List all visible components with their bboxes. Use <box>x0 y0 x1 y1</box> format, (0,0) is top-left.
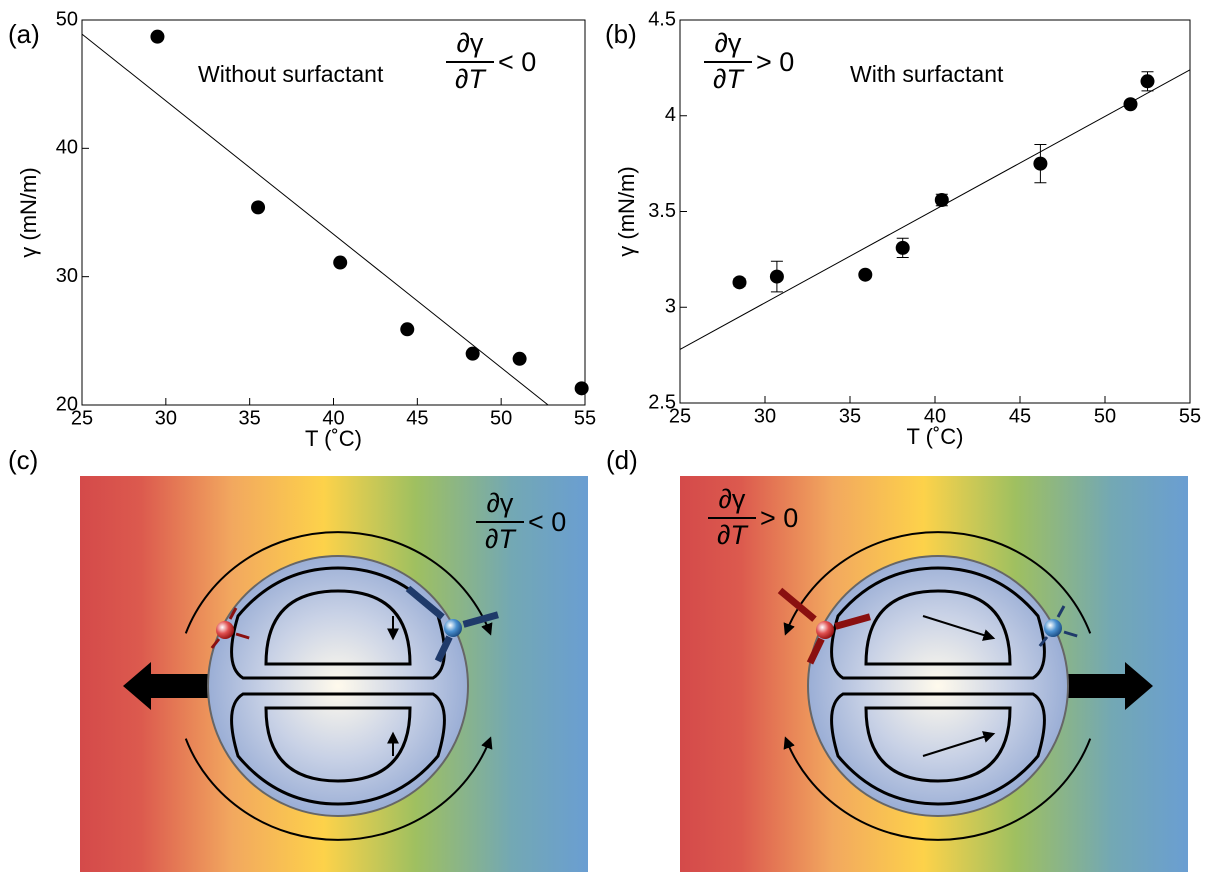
x-axis-label: T (˚C) <box>906 424 963 449</box>
data-point <box>769 269 784 284</box>
data-point <box>465 346 480 361</box>
x-tick-label: 40 <box>322 407 344 429</box>
derivative-numerator: ∂γ <box>457 28 484 58</box>
flow-arrow <box>922 615 996 641</box>
panel-label: (c) <box>8 445 38 475</box>
x-tick-label: 45 <box>406 407 428 429</box>
hot-particle <box>816 621 834 639</box>
data-point <box>512 351 527 366</box>
data-point <box>333 255 348 270</box>
y-tick-label: 4.5 <box>648 8 676 30</box>
surface-flow <box>184 531 493 636</box>
y-tick-label: 30 <box>56 265 78 287</box>
x-tick-label: 55 <box>574 407 596 429</box>
derivative-relation: > 0 <box>760 503 798 533</box>
surfactant-arrow <box>235 632 250 640</box>
outer-loop <box>830 692 1046 806</box>
surfactant-arrow <box>1038 636 1049 647</box>
y-tick-label: 20 <box>56 393 78 415</box>
x-tick-label: 40 <box>924 405 946 427</box>
hot-particle <box>216 621 234 639</box>
data-point <box>732 275 747 290</box>
x-tick-label: 25 <box>669 405 691 427</box>
inner-loop <box>264 706 412 783</box>
surfactant-arrow <box>405 585 445 620</box>
derivative-denominator: ∂T <box>455 64 487 94</box>
x-tick-label: 35 <box>239 407 261 429</box>
surfactant-arrow <box>210 638 221 649</box>
y-tick-label: 3 <box>665 296 676 318</box>
x-tick-label: 50 <box>490 407 512 429</box>
surfactant-arrow <box>777 587 817 622</box>
derivative-numerator: ∂γ <box>715 28 742 58</box>
fit-line <box>81 33 549 406</box>
x-tick-label: 35 <box>839 405 861 427</box>
x-tick-label: 55 <box>1179 405 1201 427</box>
derivative-numerator: ∂γ <box>719 484 746 514</box>
propulsion-arrow <box>1058 662 1153 710</box>
cold-particle <box>444 619 462 637</box>
derivative-relation: > 0 <box>756 47 794 77</box>
y-tick-label: 2.5 <box>648 391 676 413</box>
data-point <box>1140 74 1155 89</box>
y-tick-label: 40 <box>56 137 78 159</box>
data-point <box>858 267 873 282</box>
x-tick-label: 30 <box>754 405 776 427</box>
panel-label: (d) <box>606 445 638 475</box>
x-tick-label: 25 <box>71 407 93 429</box>
y-axis-label: γ (mN/m) <box>16 167 41 257</box>
derivative-denominator: ∂T <box>485 524 517 554</box>
surface-flow <box>783 736 1092 841</box>
data-point <box>895 240 910 255</box>
y-tick-label: 3.5 <box>648 200 676 222</box>
surfactant-arrow <box>834 613 871 630</box>
data-point <box>1123 97 1138 112</box>
surfactant-arrow <box>1056 605 1066 618</box>
surfactant-arrow <box>1063 630 1078 638</box>
x-axis-label: T (˚C) <box>305 426 362 451</box>
inner-loop <box>864 706 1012 783</box>
surfactant-arrow <box>462 611 499 628</box>
outer-loop <box>830 566 1046 680</box>
derivative-denominator: ∂T <box>713 64 745 94</box>
panel-label: (a) <box>8 19 40 49</box>
annotation: With surfactant <box>850 61 1004 87</box>
fit-line <box>679 69 1191 350</box>
x-tick-label: 30 <box>155 407 177 429</box>
data-point <box>150 29 165 44</box>
data-point <box>400 322 415 337</box>
x-tick-label: 45 <box>1009 405 1031 427</box>
flow-arrow <box>922 731 996 757</box>
derivative-relation: < 0 <box>528 507 566 537</box>
y-tick-label: 4 <box>665 104 676 126</box>
data-point <box>1033 156 1048 171</box>
annotation: Without surfactant <box>198 61 384 87</box>
y-axis-label: γ (mN/m) <box>614 166 639 256</box>
outer-loop <box>230 692 446 806</box>
data-point <box>251 200 266 215</box>
panel-label: (b) <box>605 19 637 49</box>
droplet <box>207 555 469 817</box>
droplet <box>807 555 1069 817</box>
propulsion-arrow <box>123 662 218 710</box>
derivative-relation: < 0 <box>498 47 536 77</box>
surfactant-arrow <box>806 637 825 665</box>
surface-flow <box>783 531 1092 636</box>
derivative-denominator: ∂T <box>717 520 749 550</box>
x-tick-label: 50 <box>1094 405 1116 427</box>
data-point <box>574 381 589 396</box>
derivative-numerator: ∂γ <box>487 488 514 518</box>
surface-flow <box>184 736 493 841</box>
inner-loop <box>264 589 412 666</box>
data-point <box>934 193 949 208</box>
surfactant-arrow <box>228 607 238 620</box>
y-tick-label: 50 <box>56 8 78 30</box>
surfactant-arrow <box>434 635 453 663</box>
cold-particle <box>1044 619 1062 637</box>
inner-loop <box>864 589 1012 666</box>
